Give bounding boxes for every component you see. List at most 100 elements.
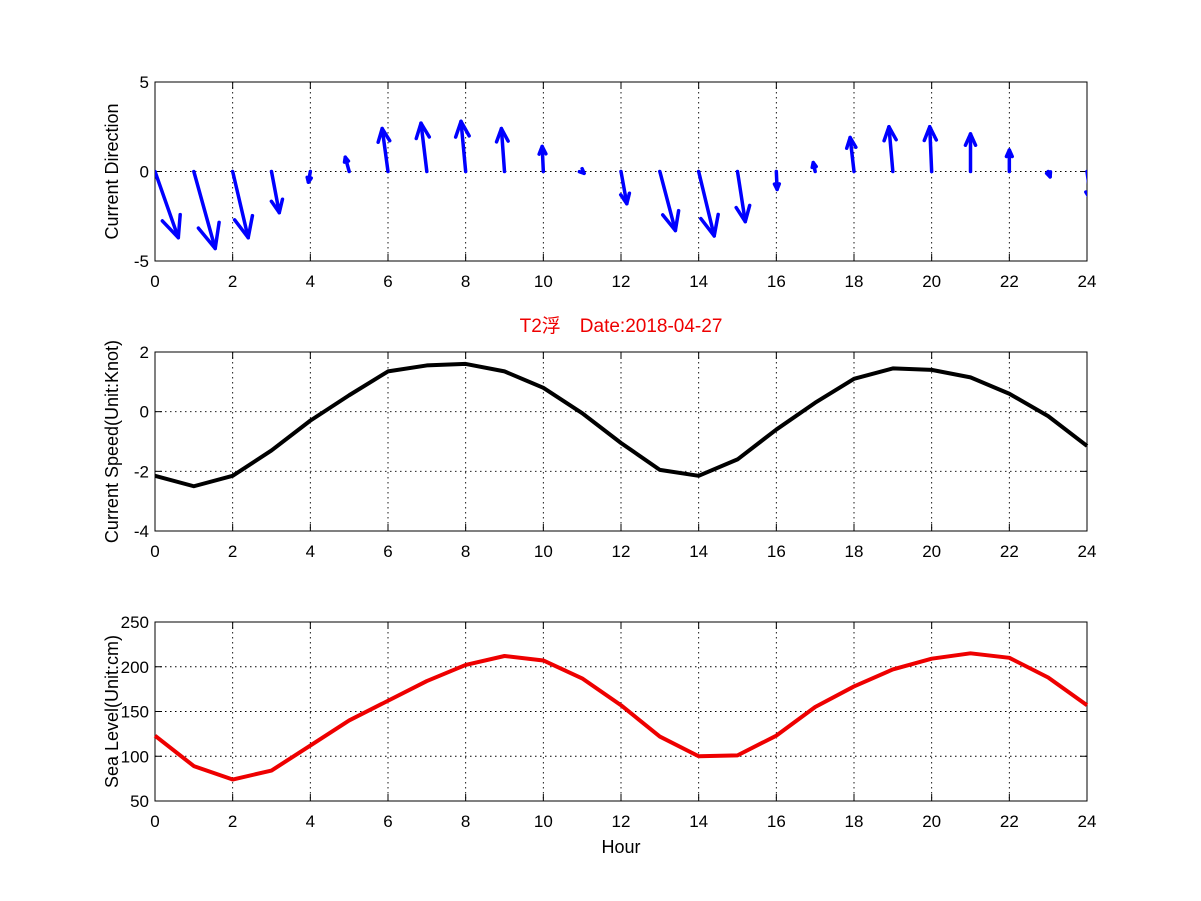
current-arrow-shaft <box>192 169 217 251</box>
current-arrow-head <box>734 203 752 224</box>
current-arrow-head <box>494 126 510 144</box>
current-arrow <box>414 121 432 174</box>
current-arrow <box>376 126 392 174</box>
direction-xtick-label: 6 <box>383 272 392 291</box>
current-arrow-shaft <box>658 169 678 233</box>
sea-level-xtick-label: 18 <box>845 812 864 831</box>
speed-ytick-label: -4 <box>134 522 149 541</box>
current-arrow-head <box>376 126 392 145</box>
current-arrow <box>772 169 782 192</box>
speed-xtick-label: 18 <box>845 542 864 561</box>
direction-xtick-label: 0 <box>150 272 159 291</box>
direction-xtick-label: 14 <box>689 272 708 291</box>
current-arrow <box>696 169 720 238</box>
current-arrow-head <box>772 182 782 192</box>
sea-level-xtick-label: 6 <box>383 812 392 831</box>
current-arrow-head <box>414 121 432 141</box>
sea-level-ytick-label: 50 <box>130 792 149 811</box>
speed-xtick-label: 0 <box>150 542 159 561</box>
current-arrow <box>305 169 313 184</box>
current-arrow-shaft <box>380 126 390 174</box>
sea-level-xtick-label: 20 <box>922 812 941 831</box>
speed-ytick-label: 2 <box>140 343 149 362</box>
current-arrow-head <box>269 197 285 215</box>
current-arrow-head <box>1004 148 1014 159</box>
current-arrow <box>192 169 221 251</box>
sea-level-xtick-label: 24 <box>1078 812 1097 831</box>
direction-xtick-label: 2 <box>228 272 237 291</box>
current-arrow-shaft <box>848 135 856 174</box>
current-arrow-head <box>922 125 939 143</box>
direction-ytick-label: -5 <box>134 252 149 271</box>
sea-level-ylabel: Sea Level(Unit:cm) <box>102 635 122 788</box>
current-arrow-head <box>618 191 632 206</box>
current-arrow <box>1044 169 1053 179</box>
speed-xtick-label: 22 <box>1000 542 1019 561</box>
current-arrow-shaft <box>499 126 507 174</box>
sea-level-xtick-label: 10 <box>534 812 553 831</box>
sea-level-ytick-label: 150 <box>121 703 149 722</box>
current-arrow <box>155 169 182 240</box>
current-arrow-head <box>660 208 681 233</box>
current-arrow <box>1004 148 1014 174</box>
current-arrow <box>963 132 978 174</box>
sea-level-xlabel: Hour <box>601 837 640 857</box>
current-arrow-head <box>537 144 548 156</box>
current-arrow-shaft <box>230 169 250 240</box>
sea-level-xtick-label: 14 <box>689 812 708 831</box>
current-arrow-head <box>699 212 720 238</box>
current-arrow <box>230 169 255 240</box>
current-arrow-shaft <box>696 169 716 238</box>
sea-level-ytick-label: 200 <box>121 658 149 677</box>
current-arrow-head <box>453 119 471 139</box>
direction-xtick-label: 24 <box>1078 272 1097 291</box>
current-arrow <box>618 169 632 206</box>
speed-xtick-label: 14 <box>689 542 708 561</box>
speed-xtick-label: 6 <box>383 542 392 561</box>
sea-level-xtick-label: 0 <box>150 812 159 831</box>
speed-ytick-label: 0 <box>140 403 149 422</box>
current-arrow-shaft <box>887 125 895 174</box>
direction-ytick-label: 0 <box>140 163 149 182</box>
direction-ytick-label: 5 <box>140 73 149 92</box>
current-arrow-head <box>963 132 978 147</box>
current-arrow-head <box>882 125 898 143</box>
current-arrow <box>453 119 471 174</box>
direction-xtick-label: 10 <box>534 272 553 291</box>
sea-level-xtick-label: 12 <box>612 812 631 831</box>
current-arrow-shaft <box>619 169 629 206</box>
current-arrow-shaft <box>927 125 934 174</box>
direction-ylabel: Current Direction <box>102 103 122 239</box>
sea-level-xtick-label: 2 <box>228 812 237 831</box>
current-arrow-shaft <box>735 169 748 224</box>
speed-xtick-label: 24 <box>1078 542 1097 561</box>
speed-xtick-label: 10 <box>534 542 553 561</box>
direction-xtick-label: 4 <box>306 272 315 291</box>
sea-level-series-line <box>153 651 1089 782</box>
current-arrow-shaft <box>155 169 181 240</box>
speed-xtick-label: 12 <box>612 542 631 561</box>
direction-xtick-label: 16 <box>767 272 786 291</box>
speed-xtick-label: 4 <box>306 542 315 561</box>
direction-xtick-label: 20 <box>922 272 941 291</box>
current-arrow <box>734 169 752 224</box>
current-arrow <box>844 135 858 174</box>
sea-level-ytick-label: 250 <box>121 613 149 632</box>
current-arrow <box>537 144 548 174</box>
current-arrow-head <box>232 213 255 240</box>
current-arrow-head <box>160 212 182 240</box>
current-arrow <box>922 125 939 174</box>
current-arrow-head <box>810 160 818 170</box>
current-arrow <box>882 125 898 174</box>
current-arrow <box>494 126 510 174</box>
speed-xtick-label: 2 <box>228 542 237 561</box>
current-arrow-head <box>196 220 221 251</box>
speed-xtick-label: 8 <box>461 542 470 561</box>
current-arrow-shaft <box>269 169 282 215</box>
speed-xtick-label: 20 <box>922 542 941 561</box>
current-arrow-shaft <box>459 119 468 174</box>
speed-ytick-label: -2 <box>134 462 149 481</box>
current-arrow-head <box>577 166 586 176</box>
